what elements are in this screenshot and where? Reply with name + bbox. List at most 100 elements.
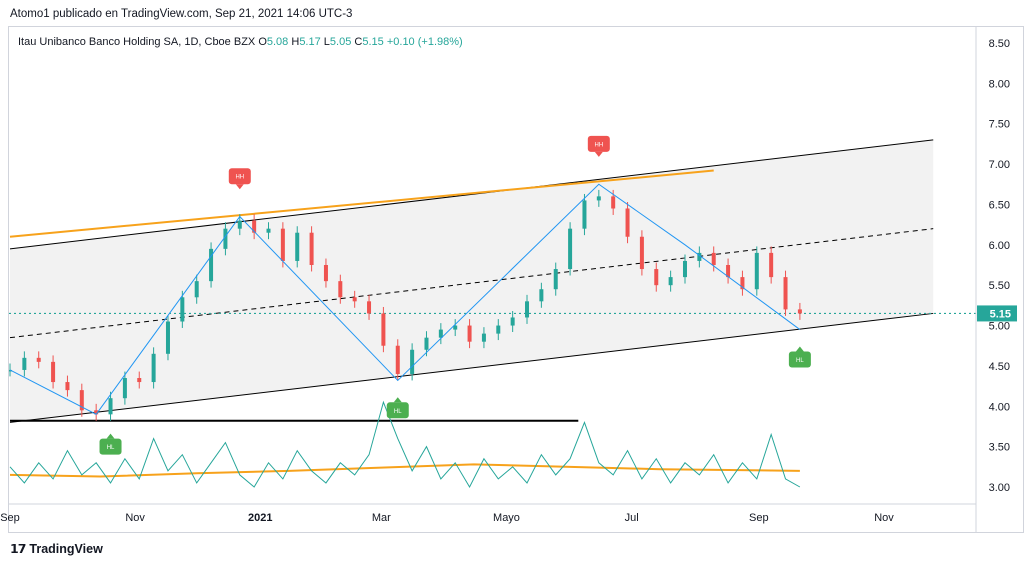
close-value: 5.15 (362, 36, 384, 48)
zigzag-line (9, 183, 801, 415)
candle-body (180, 297, 185, 322)
candle-body (22, 357, 27, 370)
pivot-label-box (788, 351, 811, 368)
pivot-label-hl: HL (99, 433, 122, 455)
tradingview-logo-icon: 𝟭𝟳 (10, 542, 26, 556)
candle-body (51, 361, 56, 383)
pivot-label-box (99, 438, 122, 455)
chart-frame (8, 26, 1024, 533)
pivot-label-hh: HH (228, 168, 251, 190)
candle-body (280, 228, 285, 261)
brand-label: TradingView (29, 542, 103, 556)
price-tick-label: 7.50 (989, 119, 1010, 131)
candle-body (582, 200, 587, 229)
candle-body (367, 301, 372, 314)
pivot-label-pointer (235, 184, 244, 190)
candle-body (338, 281, 343, 298)
candle-body (223, 228, 228, 249)
candle-body (553, 269, 558, 290)
open-value: 5.08 (266, 36, 289, 48)
candle-body (438, 329, 443, 338)
orange-trendline (9, 169, 714, 238)
pivot-label-box (228, 168, 251, 185)
candle-body (496, 325, 501, 334)
open-label: O (258, 36, 267, 48)
candle-body (194, 281, 199, 298)
pivot-label-text: HL (394, 409, 402, 415)
candle-body (151, 353, 156, 383)
time-axis[interactable]: Sep Nov 2021 Mar Mayo Jul Sep Nov (0, 512, 894, 524)
candle-body (797, 309, 802, 314)
candle-body (381, 313, 386, 346)
candle-body (726, 265, 731, 278)
symbol-legend: Itau Unibanco Banco Holding SA, 1D, Cboe… (18, 36, 463, 48)
time-tick-label: Nov (125, 512, 145, 524)
time-tick-label: Sep (0, 512, 20, 524)
time-tick-label: Nov (874, 512, 894, 524)
pivot-label-hh: HH (587, 135, 610, 157)
price-tick-label: 4.50 (989, 361, 1010, 373)
price-tick-label: 5.00 (989, 321, 1010, 333)
candle-body (165, 321, 170, 354)
candle-body (539, 289, 544, 302)
price-axis[interactable]: 8.50 8.00 7.50 7.00 6.50 6.00 5.50 5.00 4.50 4.00… (977, 38, 1017, 494)
pivot-label-hl: HL (788, 346, 811, 368)
candle-body (252, 220, 257, 233)
time-tick-label: Mar (372, 512, 391, 524)
price-tick-label: 4.00 (989, 401, 1010, 413)
candle-body (639, 236, 644, 270)
price-tick-label: 3.00 (989, 482, 1010, 494)
pivot-label-pointer (594, 151, 603, 157)
time-tick-label: Jul (625, 512, 639, 524)
candle-body (654, 269, 659, 286)
price-tick-label: 8.00 (989, 78, 1010, 90)
close-label: C (354, 36, 363, 48)
channel-upper-line (9, 139, 934, 250)
tradingview-logo[interactable]: 𝟭𝟳 TradingView (10, 541, 103, 556)
price-tick-label: 6.50 (989, 199, 1010, 211)
candle-body (783, 277, 788, 310)
candle-body (682, 260, 687, 278)
channel-lower-line (9, 312, 934, 423)
pivot-label-text: HH (594, 142, 603, 148)
indicator-line (9, 400, 801, 489)
candle-body (137, 378, 142, 383)
candle-body (481, 333, 486, 342)
candle-body (711, 252, 716, 265)
candle-body (395, 345, 400, 374)
plot-area[interactable]: HH HH HL HL HL (8, 135, 976, 489)
channel-middle-line (9, 228, 934, 339)
pivot-label-box (386, 402, 409, 419)
high-value: 5.17 (299, 36, 321, 48)
pivot-label-hl: HL (386, 397, 409, 419)
candle-body (323, 265, 328, 282)
price-tick-label: 8.50 (989, 38, 1010, 50)
candle-body (697, 252, 702, 261)
change-value: +0.10 (+1.98%) (386, 36, 463, 48)
last-price-badge: 5.15 (977, 305, 1017, 322)
candle-body (94, 410, 99, 415)
candle-body (754, 252, 759, 290)
high-label: H (291, 36, 300, 48)
time-tick-label: Mayo (493, 512, 520, 524)
candle-body (424, 337, 429, 350)
pivot-label-pointer (795, 346, 804, 352)
low-value: 5.05 (329, 36, 352, 48)
price-tick-label: 5.50 (989, 280, 1010, 292)
candle-body (122, 378, 127, 399)
candle-body (740, 277, 745, 290)
last-price-badge-text: 5.15 (990, 308, 1011, 320)
candle-body (525, 301, 530, 318)
pivot-label-pointer (393, 397, 402, 403)
candle-body (596, 196, 601, 201)
candle-body (611, 196, 616, 209)
candle-body (510, 317, 515, 326)
candle-body (79, 390, 84, 411)
candle-body (108, 398, 113, 415)
pivot-label-pointer (106, 433, 115, 439)
price-tick-label: 3.50 (989, 442, 1010, 454)
candle-body (467, 325, 472, 342)
last-price-badge-bg (977, 305, 1017, 322)
candle-body (295, 232, 300, 261)
